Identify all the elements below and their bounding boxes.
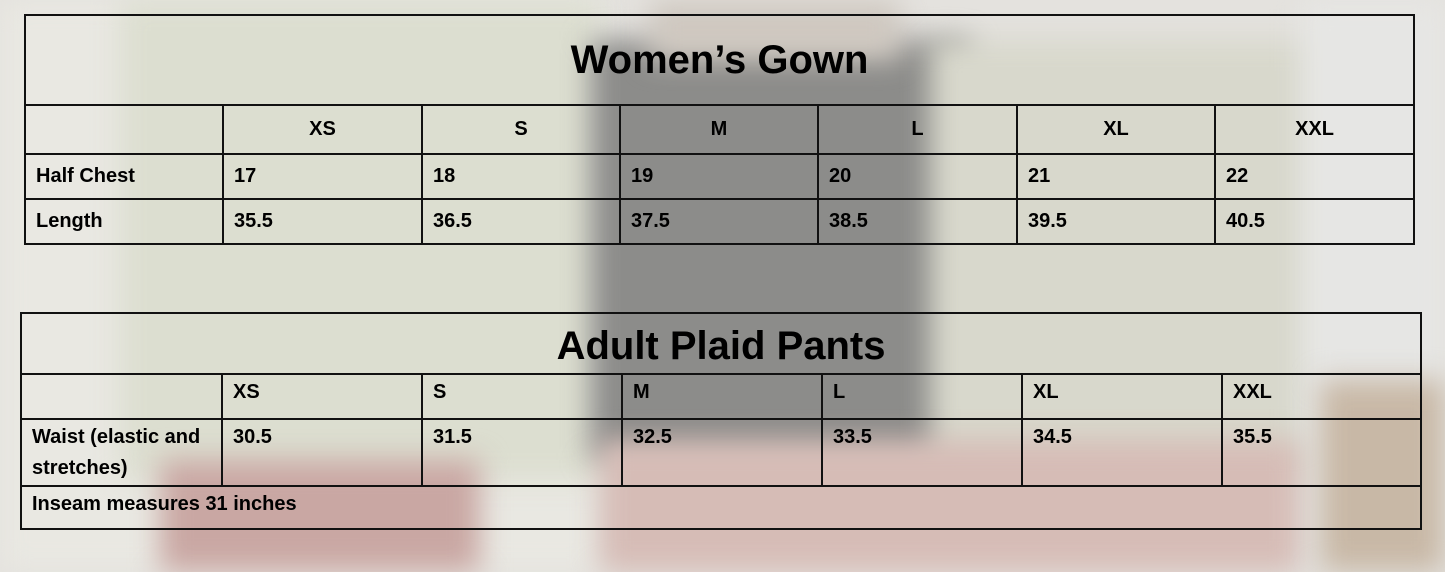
row-label: Half Chest bbox=[24, 153, 224, 200]
corner-cell bbox=[24, 104, 224, 155]
cell: 35.5 bbox=[222, 198, 423, 245]
size-header: XL bbox=[1021, 373, 1223, 420]
size-header: M bbox=[619, 104, 819, 155]
cell: 35.5 bbox=[1220, 418, 1423, 487]
cell: 17 bbox=[222, 153, 423, 200]
row-label: Waist (elastic and stretches) bbox=[20, 418, 223, 487]
corner-cell bbox=[20, 373, 223, 420]
size-header: XXL bbox=[1213, 104, 1416, 155]
cell: 30.5 bbox=[221, 418, 423, 487]
cell: 36.5 bbox=[421, 198, 621, 245]
table-row: Length 35.5 36.5 37.5 38.5 39.5 40.5 bbox=[24, 198, 1416, 245]
table-row: Waist (elastic and stretches) 30.5 31.5 … bbox=[20, 418, 1423, 487]
cell: 39.5 bbox=[1016, 198, 1216, 245]
cell: 31.5 bbox=[421, 418, 623, 487]
inseam-note: Inseam measures 31 inches bbox=[19, 485, 1423, 530]
size-header: L bbox=[817, 104, 1018, 155]
row-label: Length bbox=[24, 198, 224, 245]
cell: 22 bbox=[1213, 153, 1416, 200]
size-header: M bbox=[621, 373, 823, 420]
cell: 18 bbox=[421, 153, 621, 200]
size-header: XXL bbox=[1220, 373, 1423, 420]
cell: 33.5 bbox=[821, 418, 1023, 487]
table-row: Half Chest 17 18 19 20 21 22 bbox=[24, 153, 1416, 200]
cell: 20 bbox=[817, 153, 1018, 200]
table-title: Women’s Gown bbox=[23, 14, 1416, 106]
size-header: L bbox=[821, 373, 1023, 420]
cell: 32.5 bbox=[621, 418, 823, 487]
cell: 19 bbox=[619, 153, 819, 200]
adult-plaid-pants-size-table: Adult Plaid Pants XS S M L XL XXL Waist … bbox=[19, 312, 1423, 530]
cell: 21 bbox=[1016, 153, 1216, 200]
size-header: S bbox=[421, 104, 621, 155]
size-header: S bbox=[421, 373, 623, 420]
size-header: XS bbox=[221, 373, 423, 420]
cell: 37.5 bbox=[619, 198, 819, 245]
womens-gown-size-table: Women’s Gown XS S M L XL XXL Half Chest … bbox=[23, 14, 1416, 245]
cell: 40.5 bbox=[1213, 198, 1416, 245]
table-title: Adult Plaid Pants bbox=[19, 312, 1423, 375]
size-header: XL bbox=[1016, 104, 1216, 155]
cell: 34.5 bbox=[1021, 418, 1223, 487]
size-header: XS bbox=[222, 104, 423, 155]
cell: 38.5 bbox=[817, 198, 1018, 245]
